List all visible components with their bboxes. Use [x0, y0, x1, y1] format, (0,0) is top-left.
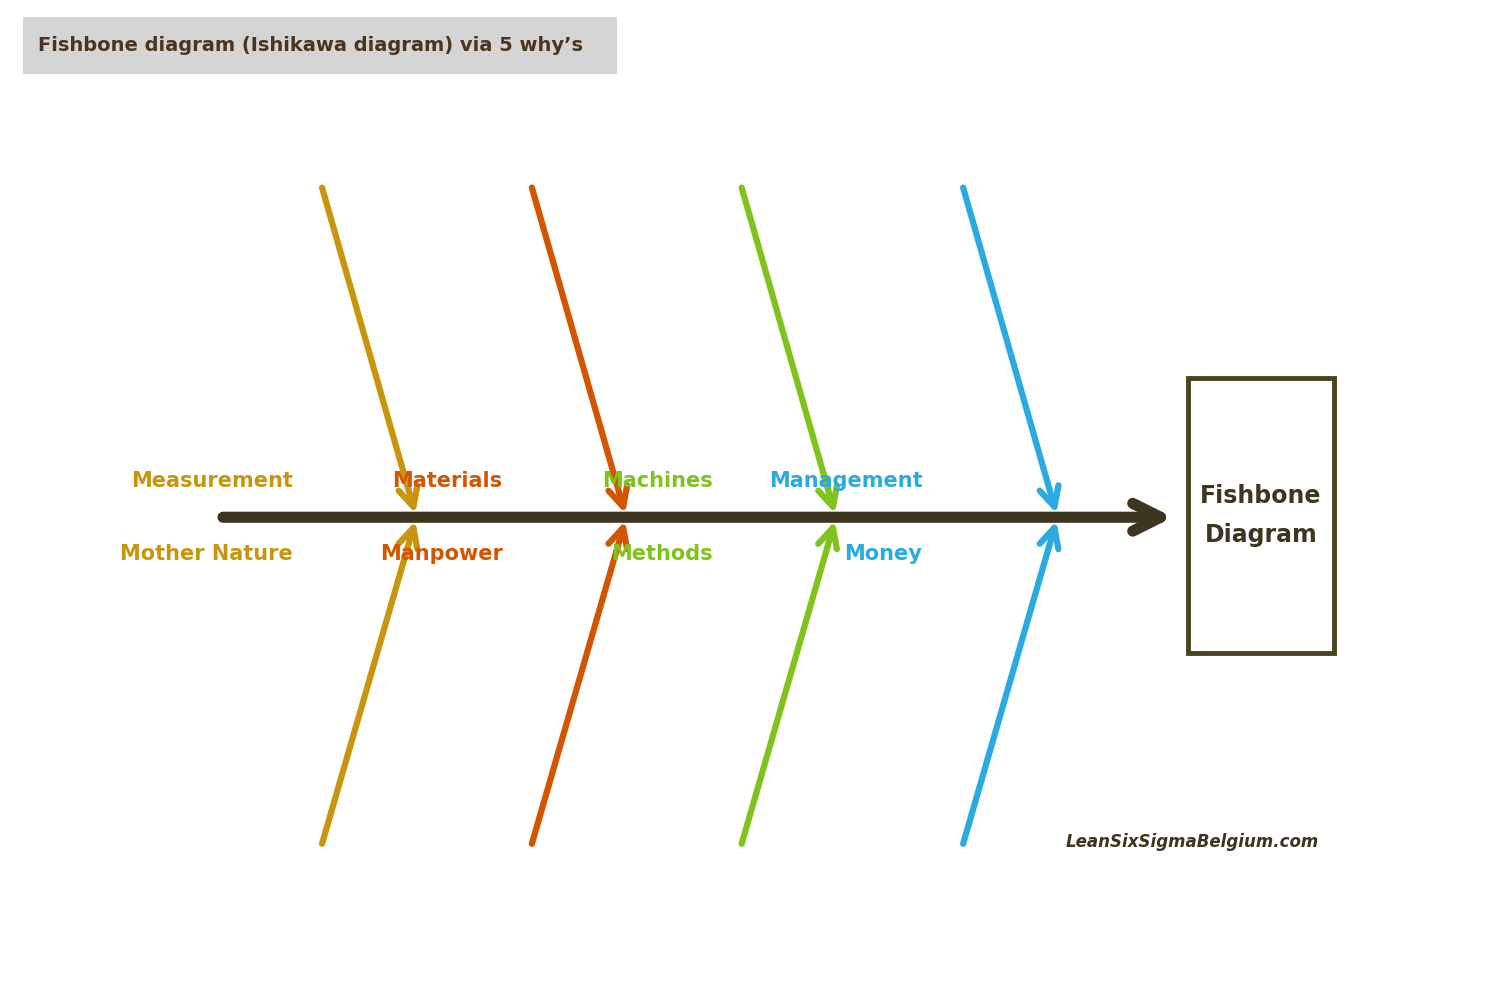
Text: Management: Management	[769, 472, 922, 492]
FancyBboxPatch shape	[1188, 379, 1334, 653]
Text: Machines: Machines	[602, 472, 713, 492]
Text: Materials: Materials	[393, 472, 502, 492]
Text: Measurement: Measurement	[131, 472, 293, 492]
Text: Methods: Methods	[611, 544, 713, 564]
Text: Fishbone
Diagram: Fishbone Diagram	[1200, 485, 1322, 547]
Text: Mother Nature: Mother Nature	[120, 544, 293, 564]
Text: Fishbone diagram (Ishikawa diagram) via 5 why’s: Fishbone diagram (Ishikawa diagram) via …	[38, 36, 582, 55]
Text: Money: Money	[844, 544, 922, 564]
Text: Manpower: Manpower	[381, 544, 502, 564]
Text: LeanSixSigmaBelgium.com: LeanSixSigmaBelgium.com	[1065, 833, 1319, 851]
